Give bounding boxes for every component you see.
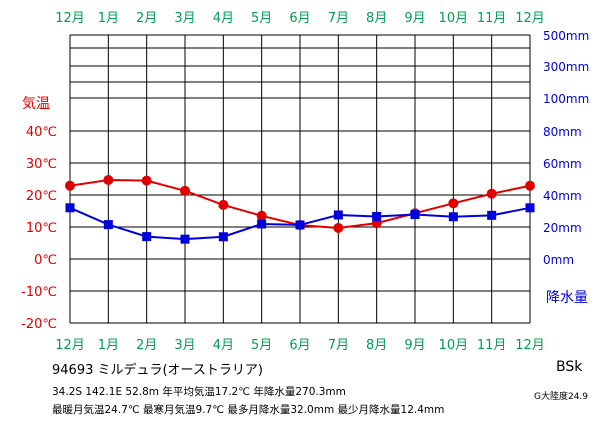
precipitation-point <box>180 234 190 244</box>
temperature-point <box>180 185 190 196</box>
month-label: 8月 <box>366 11 387 26</box>
station-name: 94693 ミルデュラ(オーストラリア) <box>52 363 263 378</box>
month-label: 12月 <box>515 338 545 353</box>
month-label: 2月 <box>136 11 157 26</box>
temperature-point <box>141 175 152 186</box>
grid-lines <box>69 34 531 324</box>
temperature-tick-label: 40℃ <box>26 125 57 140</box>
station-extremes: 最暖月気温24.7℃ 最寒月気温9.7℃ 最多月降水量32.0mm 最少月降水量… <box>52 404 445 416</box>
precipitation-point <box>410 210 420 220</box>
precipitation-tick-label: 100mm <box>543 92 589 106</box>
month-label: 3月 <box>174 338 195 353</box>
precipitation-point <box>65 203 75 213</box>
month-label: 5月 <box>251 338 272 353</box>
month-label: 12月 <box>55 338 85 353</box>
month-label: 9月 <box>404 338 425 353</box>
month-label: 3月 <box>174 11 195 26</box>
precipitation-point <box>142 232 152 242</box>
temperature-point <box>256 210 267 221</box>
month-label: 1月 <box>98 11 119 26</box>
temperature-axis: 気温 40℃ 30℃ 20℃ 10℃ 0℃ -10℃ -20℃ <box>21 96 57 332</box>
precipitation-point <box>218 232 228 242</box>
temperature-point <box>525 180 535 191</box>
temperature-tick-label: 30℃ <box>26 157 57 172</box>
temperature-tick-label: 10℃ <box>26 221 57 236</box>
precipitation-point <box>257 219 267 229</box>
precipitation-point <box>333 210 343 220</box>
continentality-index: G大陸度24.9 <box>534 392 589 402</box>
month-label: 4月 <box>213 338 234 353</box>
precipitation-axis: 500mm 300mm 100mm 80mm 60mm 40mm 20mm 0mm 降水量 <box>543 29 589 306</box>
month-label: 7月 <box>328 11 349 26</box>
month-label: 9月 <box>404 11 425 26</box>
month-label: 12月 <box>55 11 85 26</box>
month-label: 10月 <box>439 338 469 353</box>
precipitation-tick-label: 300mm <box>543 60 589 74</box>
station-summary: 34.2S 142.1E 52.8m 年平均気温17.2℃ 年降水量270.3m… <box>52 386 346 398</box>
temperature-point <box>486 188 497 199</box>
temperature-point <box>448 198 459 209</box>
temperature-tick-label: 0℃ <box>34 253 57 268</box>
precipitation-tick-label: 20mm <box>543 221 582 235</box>
precipitation-tick-label: 40mm <box>543 189 582 203</box>
month-label: 1月 <box>98 338 119 353</box>
month-label: 11月 <box>477 11 507 26</box>
precipitation-tick-label: 60mm <box>543 157 582 171</box>
month-label: 5月 <box>251 11 272 26</box>
month-label: 2月 <box>136 338 157 353</box>
temperature-point <box>218 199 229 210</box>
precipitation-point <box>295 220 305 230</box>
precipitation-point <box>103 220 113 230</box>
climate-class: BSk <box>556 359 583 375</box>
month-label: 8月 <box>366 338 387 353</box>
precipitation-point <box>487 210 497 220</box>
precipitation-point <box>448 212 458 222</box>
temperature-tick-label: -10℃ <box>21 285 57 300</box>
temperature-point <box>103 174 114 185</box>
month-label: 4月 <box>213 11 234 26</box>
precipitation-tick-label: 0mm <box>543 253 574 267</box>
month-label: 7月 <box>328 338 349 353</box>
month-label: 6月 <box>289 11 310 26</box>
temperature-tick-label: 20℃ <box>26 189 57 204</box>
data-series <box>65 174 535 244</box>
month-labels-top: 12月 1月 2月 3月 4月 5月 6月 7月 8月 9月 10月 11月 12月 <box>55 11 545 26</box>
month-labels-bottom: 12月 1月 2月 3月 4月 5月 6月 7月 8月 9月 10月 11月 12月 <box>55 338 545 353</box>
month-label: 12月 <box>515 11 545 26</box>
precipitation-tick-label: 500mm <box>543 29 589 43</box>
temperature-point <box>333 222 344 233</box>
precipitation-point <box>372 211 382 221</box>
month-label: 6月 <box>289 338 310 353</box>
temperature-point <box>65 180 75 191</box>
month-label: 10月 <box>439 11 469 26</box>
temperature-tick-label: -20℃ <box>21 317 57 332</box>
month-label: 11月 <box>477 338 507 353</box>
precipitation-tick-label: 80mm <box>543 125 582 139</box>
precipitation-point <box>525 203 535 213</box>
temperature-axis-title: 気温 <box>22 96 50 112</box>
precipitation-axis-title: 降水量 <box>546 290 588 306</box>
